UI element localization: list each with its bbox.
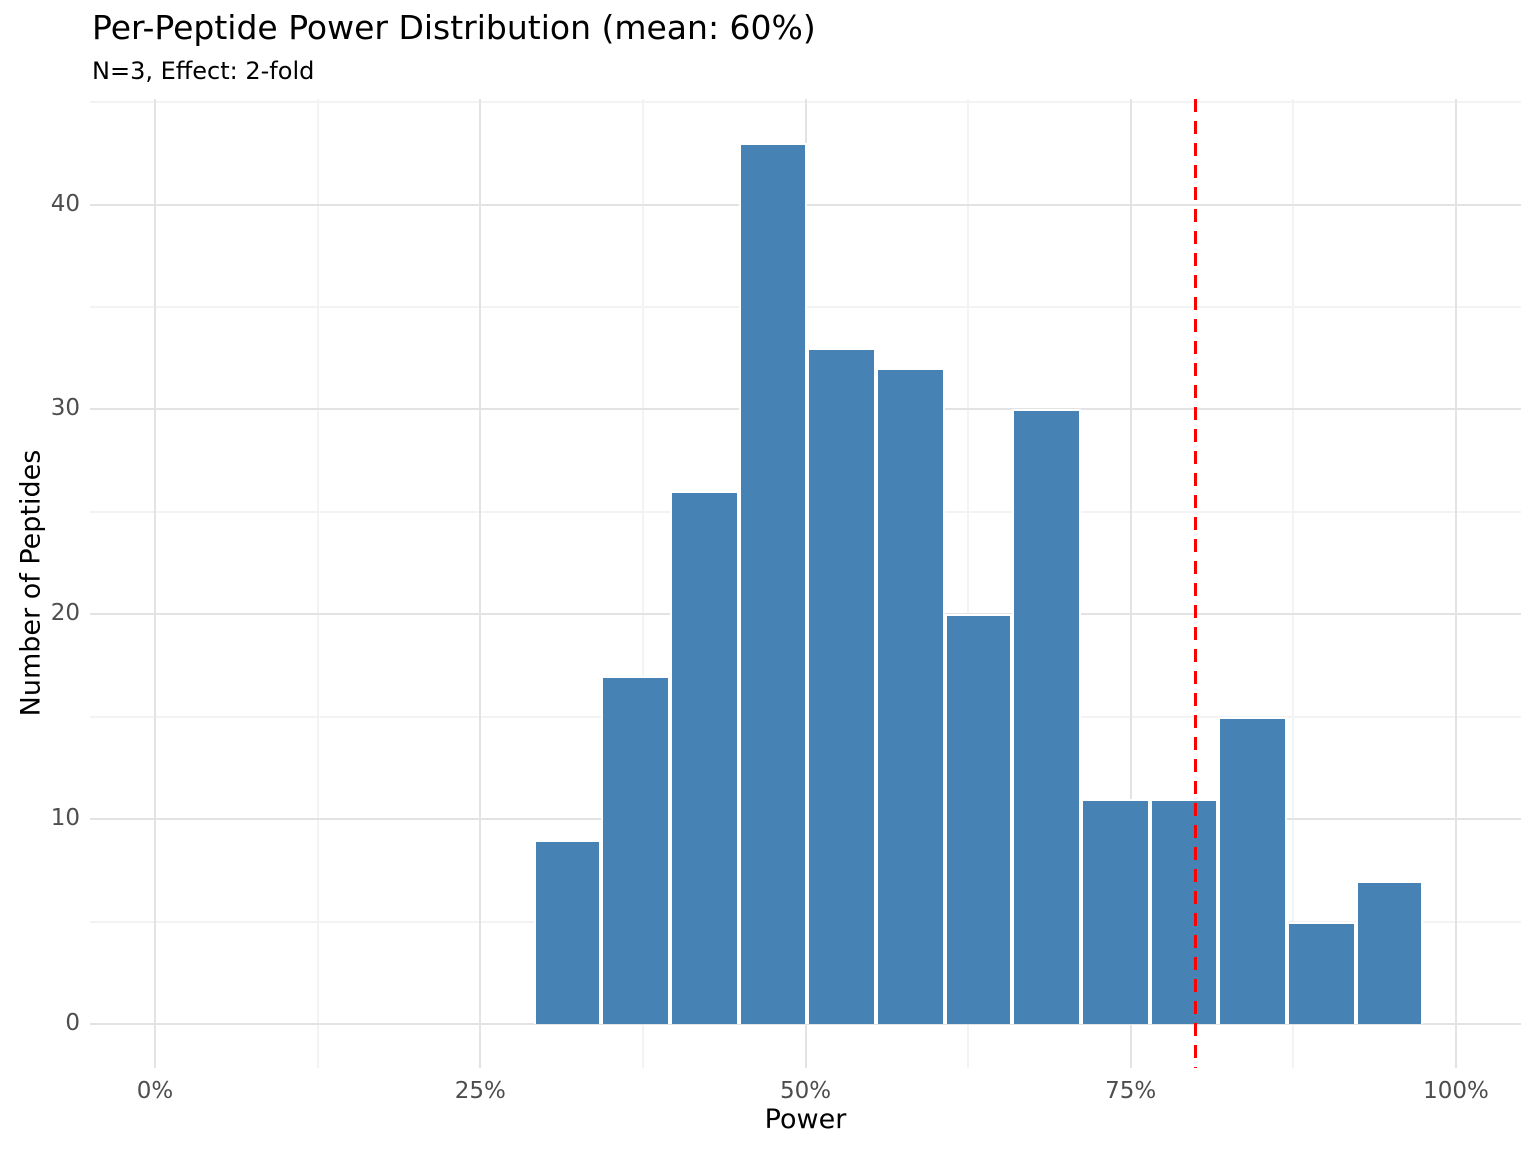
x-tick-label: 100% bbox=[1423, 1078, 1489, 1104]
y-tick-label: 40 bbox=[50, 190, 80, 217]
histogram-bar bbox=[739, 143, 807, 1024]
histogram-bar bbox=[944, 614, 1013, 1024]
y-tick-label: 0 bbox=[65, 1009, 80, 1036]
y-axis-title: Number of Peptides bbox=[15, 449, 47, 717]
x-major-gridline bbox=[1129, 99, 1132, 1068]
power-threshold-line bbox=[1194, 99, 1198, 1068]
x-tick-label: 75% bbox=[1105, 1078, 1157, 1104]
y-tick-label: 30 bbox=[50, 395, 80, 422]
histogram-bar bbox=[601, 675, 671, 1024]
y-tick-label: 20 bbox=[50, 600, 80, 627]
histogram-bar bbox=[1150, 798, 1218, 1024]
histogram-bar bbox=[533, 839, 602, 1024]
chart-title: Per-Peptide Power Distribution (mean: 60… bbox=[92, 8, 816, 47]
plot-area bbox=[90, 99, 1521, 1068]
histogram-bar bbox=[1355, 880, 1424, 1024]
histogram-bar bbox=[806, 347, 876, 1024]
chart-subtitle: N=3, Effect: 2-fold bbox=[92, 57, 315, 85]
x-minor-gridline bbox=[967, 99, 970, 1068]
histogram-bar bbox=[1217, 716, 1287, 1024]
histogram-bar bbox=[1286, 921, 1356, 1024]
histogram-bar bbox=[875, 368, 945, 1024]
x-major-gridline bbox=[479, 99, 482, 1068]
x-major-gridline bbox=[1454, 99, 1457, 1068]
x-axis-title: Power bbox=[764, 1104, 847, 1135]
x-tick-label: 0% bbox=[136, 1078, 174, 1104]
y-tick-label: 10 bbox=[50, 805, 80, 832]
x-minor-gridline bbox=[316, 99, 319, 1068]
x-major-gridline bbox=[154, 99, 157, 1068]
y-major-gridline bbox=[90, 1022, 1521, 1025]
x-minor-gridline bbox=[641, 99, 644, 1068]
x-tick-label: 25% bbox=[454, 1078, 506, 1104]
x-tick-label: 50% bbox=[779, 1078, 832, 1104]
x-minor-gridline bbox=[1292, 99, 1295, 1068]
histogram-bar bbox=[1012, 409, 1082, 1024]
histogram-bar bbox=[670, 491, 740, 1024]
histogram-bar bbox=[1081, 798, 1151, 1024]
